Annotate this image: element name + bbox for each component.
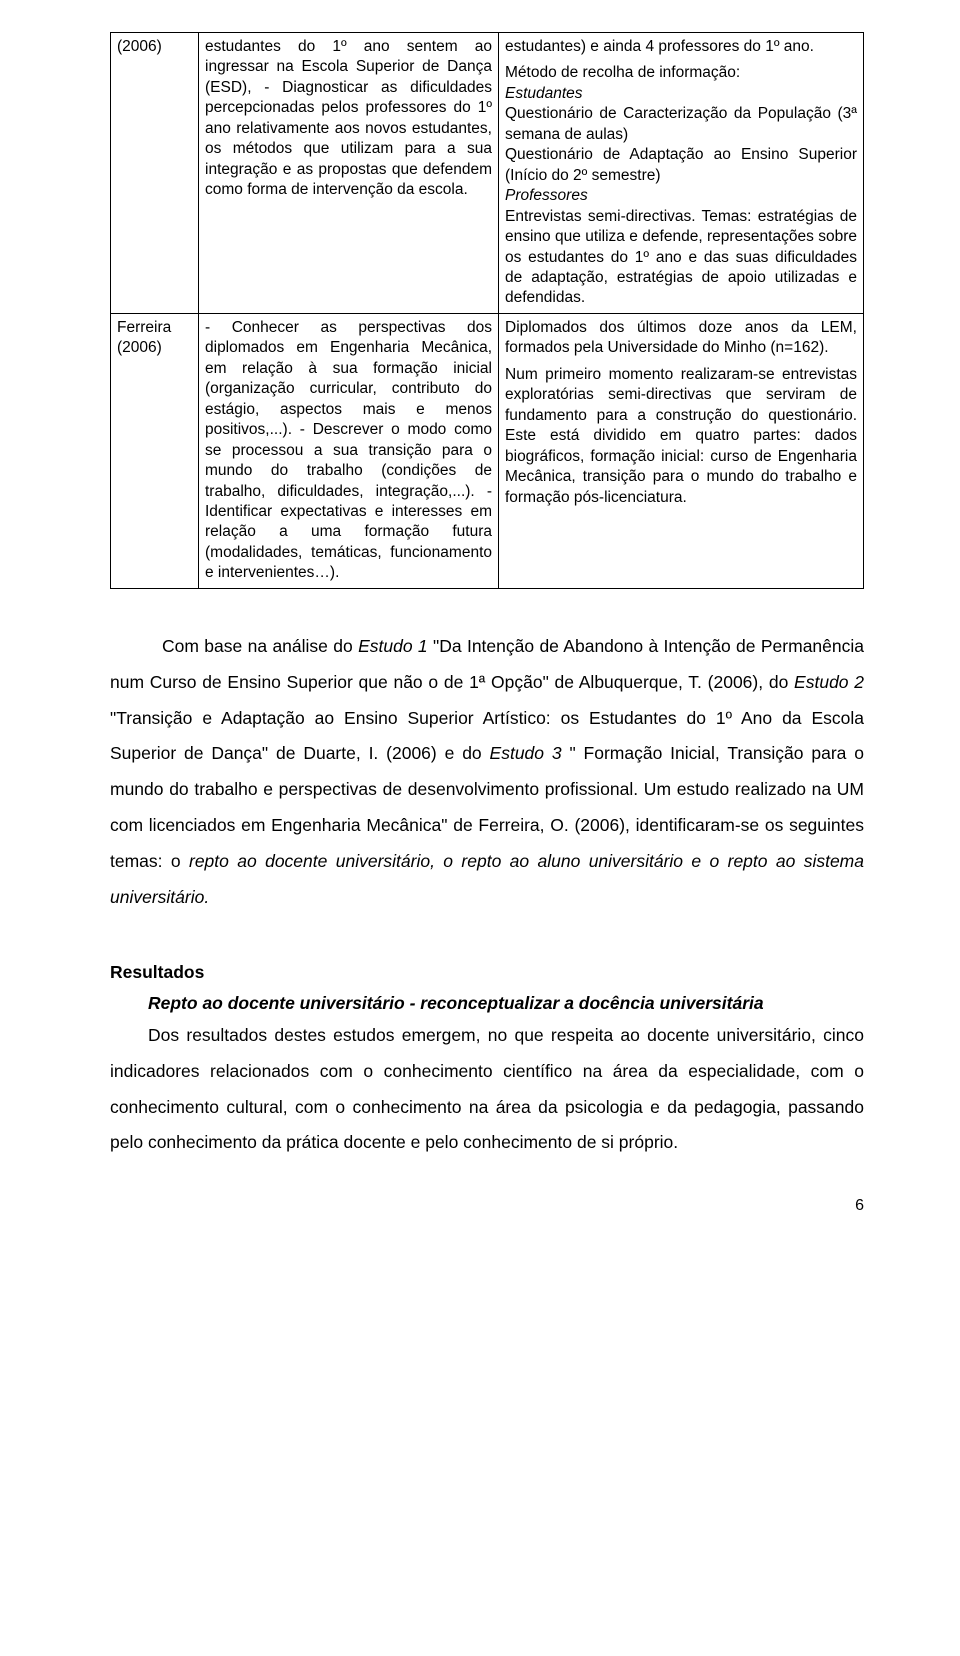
results-text: Dos resultados destes estudos emergem, n… xyxy=(110,1018,864,1162)
result-line: Num primeiro momento realizaram-se entre… xyxy=(505,365,857,508)
results-paragraph: Dos resultados destes estudos emergem, n… xyxy=(110,1018,864,1162)
subsection-heading: Repto ao docente universitário - reconce… xyxy=(110,993,864,1014)
page-number: 6 xyxy=(110,1197,864,1215)
result-line: Método de recolha de informação: xyxy=(505,63,857,83)
text-segment: Estudo 1 xyxy=(358,636,428,656)
result-line: Questionário de Caracterização da Popula… xyxy=(505,104,857,145)
reference-cell: (2006) xyxy=(111,33,199,314)
result-line: estudantes) e ainda 4 professores do 1º … xyxy=(505,37,857,57)
text-segment: Com base na análise do xyxy=(162,636,358,656)
text-segment: repto ao docente universitário, o repto … xyxy=(110,851,864,907)
result-line: Professores xyxy=(505,186,857,206)
result-line: Questionário de Adaptação ao Ensino Supe… xyxy=(505,145,857,186)
text-segment: Estudo 3 xyxy=(490,743,562,763)
results-cell: Diplomados dos últimos doze anos da LEM,… xyxy=(499,313,864,588)
result-line: Diplomados dos últimos doze anos da LEM,… xyxy=(505,318,857,359)
table-row: Ferreira (2006)- Conhecer as perspectiva… xyxy=(111,313,864,588)
result-line: Entrevistas semi-directivas. Temas: estr… xyxy=(505,207,857,309)
table-row: (2006)estudantes do 1º ano sentem ao ing… xyxy=(111,33,864,314)
result-line: Estudantes xyxy=(505,84,857,104)
analysis-paragraph: Com base na análise do Estudo 1 "Da Inte… xyxy=(110,629,864,916)
reference-cell: Ferreira (2006) xyxy=(111,313,199,588)
studies-table: (2006)estudantes do 1º ano sentem ao ing… xyxy=(110,32,864,589)
objectives-cell: estudantes do 1º ano sentem ao ingressar… xyxy=(199,33,499,314)
objectives-cell: - Conhecer as perspectivas dos diplomado… xyxy=(199,313,499,588)
results-cell: estudantes) e ainda 4 professores do 1º … xyxy=(499,33,864,314)
text-segment: Estudo 2 xyxy=(794,672,864,692)
results-heading: Resultados xyxy=(110,962,864,983)
